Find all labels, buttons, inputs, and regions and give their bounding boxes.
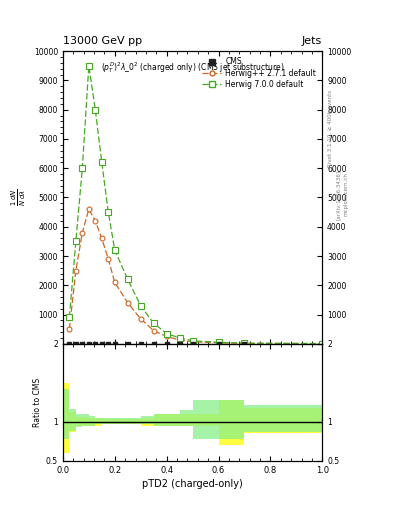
Text: Rivet 3.1.10, ≥ 400k events: Rivet 3.1.10, ≥ 400k events [328,90,333,166]
X-axis label: pTD2 (charged-only): pTD2 (charged-only) [142,479,243,489]
Y-axis label: Ratio to CMS: Ratio to CMS [33,378,42,427]
Legend: CMS, Herwig++ 2.7.1 default, Herwig 7.0.0 default: CMS, Herwig++ 2.7.1 default, Herwig 7.0.… [200,55,318,91]
Text: [arXiv:1306.3436]: [arXiv:1306.3436] [336,169,341,220]
Text: $(p_T^D)^2\lambda\_0^2$ (charged only) (CMS jet substructure): $(p_T^D)^2\lambda\_0^2$ (charged only) (… [101,60,285,75]
Text: Jets: Jets [302,36,322,46]
Text: 13000 GeV pp: 13000 GeV pp [63,36,142,46]
Text: mcplots.cern.ch: mcplots.cern.ch [343,173,348,217]
Y-axis label: $\frac{1}{N}\frac{dN}{d\lambda}$: $\frac{1}{N}\frac{dN}{d\lambda}$ [10,188,28,206]
